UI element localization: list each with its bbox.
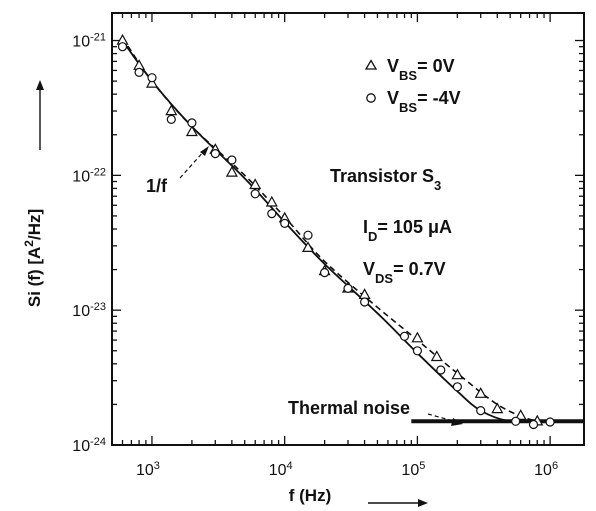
vbs-minus-4v-data-point: [511, 416, 521, 426]
vbs-minus-4v-data-point: [545, 417, 555, 427]
vbs-0v-data-point: [225, 165, 238, 177]
y-tick-label: 10-24: [72, 436, 106, 455]
y-axis-arrow-head: [36, 80, 44, 90]
drain-source-voltage-label: VDS= 0.7V: [363, 259, 446, 286]
x-axis-arrow-head: [418, 499, 428, 507]
legend: VBS= 0V VBS= -4V: [364, 56, 461, 115]
plot-frame: [111, 12, 585, 446]
vbs-0v-data-point: [491, 402, 504, 414]
vbs-minus-4v-data-point: [210, 149, 220, 159]
x-tick-label: 105: [401, 460, 425, 479]
vbs-minus-4v-fit-curve: [121, 39, 551, 423]
y-tick-label: 10-23: [72, 301, 106, 320]
vbs-minus-4v-data-point: [399, 331, 410, 341]
x-tick-label: 106: [534, 460, 558, 479]
transistor-label: Transistor S3: [330, 166, 441, 193]
legend-triangle-marker: [364, 59, 378, 70]
x-axis-label: f (Hz): [289, 486, 331, 505]
vbs-minus-4v-data-point: [280, 218, 290, 228]
vbs-minus-4v-data-point: [250, 189, 260, 199]
vbs-minus-4v-data-point: [360, 297, 370, 307]
vbs-minus-4v-data-point: [528, 419, 539, 430]
vbs-0v-data-point: [411, 331, 424, 343]
vbs-minus-4v-data-point: [436, 365, 446, 375]
y-axis-label: Si (f) [A2/Hz]: [22, 209, 44, 307]
y-tick-label: 10-22: [72, 166, 106, 185]
thermal-noise-arrow: [427, 413, 458, 423]
vbs-minus-4v-data-point: [412, 346, 422, 356]
thermal-noise-arrow-head: [451, 418, 463, 426]
vbs-minus-4v-data-point: [267, 209, 277, 219]
one-over-f-annotation: 1/f: [146, 176, 168, 196]
vbs-0v-data-point: [430, 350, 443, 362]
vbs-0v-data-point: [185, 125, 198, 137]
vbs-0v-data-point: [265, 195, 278, 207]
vbs-0v-data-point: [145, 76, 159, 88]
vbs-minus-4v-data-point: [227, 155, 237, 165]
legend-entry-vbs-0v: VBS= 0V: [387, 56, 455, 83]
vbs-minus-4v-data-point: [134, 67, 144, 78]
vbs-minus-4v-data-point: [166, 114, 176, 125]
vbs-minus-4v-data-point: [147, 73, 157, 83]
vbs-minus-4v-data-point: [452, 382, 462, 392]
vbs-0v-data-point: [249, 178, 262, 190]
legend-entry-vbs-minus-4v: VBS= -4V: [387, 88, 461, 115]
vbs-minus-4v-data-point: [476, 406, 486, 416]
drain-current-label: ID= 105 μA: [363, 217, 452, 244]
vbs-0v-data-point: [165, 104, 178, 116]
vbs-minus-4v-data-point: [320, 268, 330, 278]
legend-circle-marker: [366, 93, 376, 103]
vbs-0v-data-point: [514, 409, 527, 420]
one-over-f-arrow: [179, 149, 206, 179]
vbs-minus-4v-data-point: [303, 230, 313, 240]
one-over-f-arrow-head: [200, 146, 209, 156]
y-tick-label: 10-21: [72, 32, 106, 51]
vbs-minus-4v-data-point: [117, 42, 128, 52]
vbs-0v-data-point: [451, 368, 464, 380]
x-tick-label: 103: [136, 460, 160, 479]
vbs-0v-data-point: [474, 387, 487, 398]
thermal-noise-annotation: Thermal noise: [288, 398, 410, 418]
vbs-minus-4v-data-point: [187, 118, 197, 128]
x-tick-label: 104: [269, 460, 293, 479]
vbs-0v-fit-curve: [121, 37, 551, 423]
vbs-minus-4v-data-point: [343, 283, 353, 293]
vbs-0v-data-point: [301, 241, 315, 252]
